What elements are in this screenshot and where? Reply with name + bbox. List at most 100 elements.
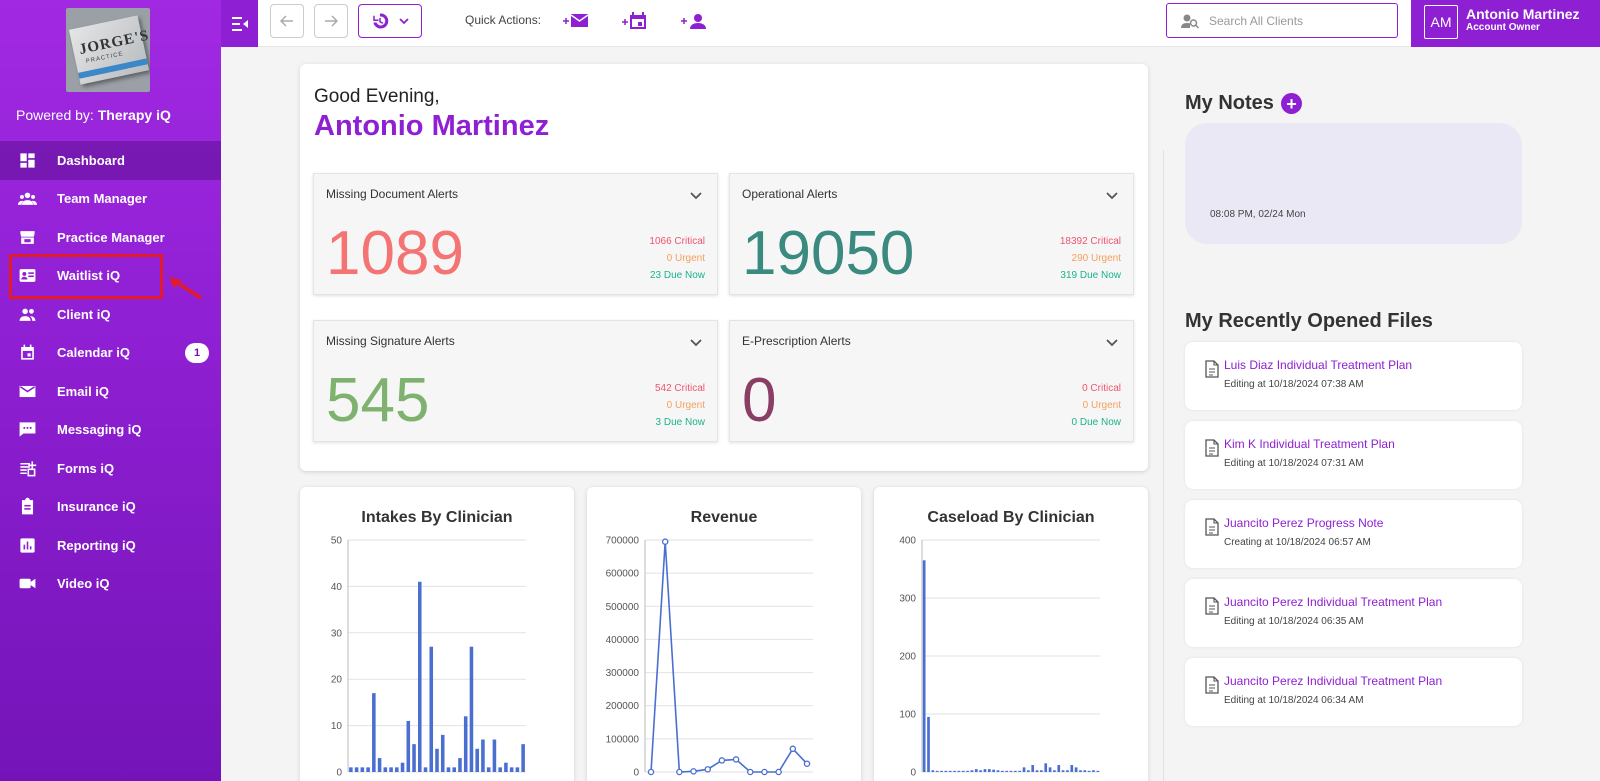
client-search[interactable]: Search All Clients	[1166, 3, 1398, 38]
bar	[953, 770, 956, 772]
user-menu[interactable]: AM Antonio Martinez Account Owner	[1411, 0, 1600, 47]
practice-logo[interactable]: JORGE'S PRACTICE	[66, 8, 150, 92]
bar	[1048, 767, 1052, 772]
add-note-button[interactable]: +	[1281, 93, 1302, 114]
bar	[979, 770, 982, 772]
bar	[944, 770, 948, 772]
sidebar-item-dashboard[interactable]: Dashboard	[0, 141, 221, 180]
forward-button[interactable]	[314, 4, 348, 38]
file-name-link[interactable]: Juancito Perez Individual Treatment Plan	[1224, 595, 1443, 609]
data-point	[761, 768, 768, 776]
back-button[interactable]	[270, 4, 304, 38]
y-tick-label: 50	[331, 536, 343, 547]
y-tick-label: 0	[336, 768, 342, 779]
sidebar-item-reporting[interactable]: Reporting iQ	[0, 526, 221, 565]
recent-file-item[interactable]: Luis Diaz Individual Treatment Plan Edit…	[1185, 342, 1522, 410]
sidebar-item-waitlist[interactable]: Waitlist iQ	[0, 257, 221, 296]
sidebar-item-label: Dashboard	[57, 152, 125, 168]
quick-action-client-button[interactable]	[681, 10, 707, 32]
file-name-link[interactable]: Luis Diaz Individual Treatment Plan	[1224, 358, 1413, 372]
y-tick-label: 300000	[606, 668, 640, 679]
bar	[463, 716, 468, 772]
sidebar-item-email[interactable]: Email iQ	[0, 372, 221, 411]
store-icon	[17, 227, 37, 247]
recent-file-item[interactable]: Juancito Perez Progress Note Creating at…	[1185, 500, 1522, 568]
chevron-down-icon[interactable]	[1105, 335, 1119, 349]
chevron-down-icon[interactable]	[1105, 188, 1119, 202]
quick-action-appointment-button[interactable]	[622, 10, 648, 32]
bar	[987, 769, 991, 772]
bar	[440, 734, 445, 772]
y-tick-label: 500000	[606, 602, 640, 613]
alert-urgent: 0 Urgent	[1082, 400, 1121, 411]
search-input[interactable]: Search All Clients	[1209, 13, 1304, 28]
add-appointment-icon	[622, 12, 646, 29]
sidebar-item-messaging[interactable]: Messaging iQ	[0, 411, 221, 450]
file-name-link[interactable]: Kim K Individual Treatment Plan	[1224, 437, 1395, 451]
bar	[349, 767, 353, 772]
messaging-icon	[17, 420, 37, 440]
sidebar-item-label: Insurance iQ	[57, 499, 136, 515]
file-status: Editing at 10/18/2024 07:31 AM	[1224, 458, 1364, 469]
alert-card-e-prescription[interactable]: E-Prescription Alerts 0 0 Critical 0 Urg…	[729, 320, 1134, 442]
bar	[1057, 765, 1061, 772]
document-icon	[1205, 360, 1219, 378]
chart-card-intakes: Intakes By Clinician 0 10 20 30 40 50	[300, 487, 574, 781]
sidebar-item-calendar[interactable]: Calendar iQ 1	[0, 334, 221, 373]
powered-prefix: Powered by:	[16, 107, 94, 123]
bar	[1013, 770, 1017, 772]
menu-collapse-button[interactable]	[221, 0, 258, 47]
alert-card-operational[interactable]: Operational Alerts 19050 18392 Critical …	[729, 173, 1134, 295]
alert-due-now: 0 Due Now	[1071, 417, 1121, 428]
sidebar: JORGE'S PRACTICE Powered by: Therapy iQ …	[0, 0, 221, 781]
sidebar-item-forms[interactable]: Forms iQ	[0, 449, 221, 488]
file-status: Editing at 10/18/2024 07:38 AM	[1224, 379, 1364, 390]
bar	[372, 693, 376, 772]
menu-collapse-icon	[231, 16, 248, 31]
chevron-down-icon[interactable]	[689, 335, 703, 349]
recent-file-item[interactable]: Juancito Perez Individual Treatment Plan…	[1185, 658, 1522, 726]
bar	[1040, 770, 1043, 772]
history-dropdown[interactable]	[358, 4, 422, 38]
bar	[366, 767, 370, 772]
sidebar-item-practice-manager[interactable]: Practice Manager	[0, 218, 221, 257]
bar	[1092, 770, 1095, 772]
bar	[486, 767, 491, 772]
sidebar-item-insurance[interactable]: Insurance iQ	[0, 488, 221, 527]
y-tick-label: 300	[899, 594, 916, 605]
notes-title: My Notes	[1185, 92, 1274, 114]
file-name-link[interactable]: Juancito Perez Individual Treatment Plan	[1224, 674, 1443, 688]
sidebar-item-label: Reporting iQ	[57, 537, 136, 553]
alert-due-now: 319 Due Now	[1060, 270, 1121, 281]
bar	[469, 646, 474, 772]
chevron-down-icon[interactable]	[689, 188, 703, 202]
bar	[406, 720, 411, 772]
alert-card-missing-signatures[interactable]: Missing Signature Alerts 545 542 Critica…	[313, 320, 718, 442]
alert-card-missing-documents[interactable]: Missing Document Alerts 1089 1066 Critic…	[313, 173, 718, 295]
note-card[interactable]: 08:08 PM, 02/24 Mon	[1185, 123, 1522, 244]
add-client-icon	[681, 14, 706, 29]
y-tick-label: 400000	[606, 635, 640, 646]
bar	[992, 769, 995, 772]
bar	[1009, 770, 1013, 772]
chart-title: Caseload By Clinician	[927, 509, 1095, 526]
bar	[974, 769, 978, 772]
bar	[1083, 770, 1087, 772]
sidebar-item-client[interactable]: Client iQ	[0, 295, 221, 334]
bar	[1079, 770, 1082, 772]
recent-file-item[interactable]: Kim K Individual Treatment Plan Editing …	[1185, 421, 1522, 489]
recent-file-item[interactable]: Juancito Perez Individual Treatment Plan…	[1185, 579, 1522, 647]
file-status: Creating at 10/18/2024 06:57 AM	[1224, 537, 1371, 548]
calendar-badge: 1	[185, 342, 209, 363]
bar	[935, 770, 939, 772]
quick-action-email-button[interactable]	[563, 10, 589, 32]
greeting-name: Antonio Martinez	[314, 110, 550, 142]
file-name-link[interactable]: Juancito Perez Progress Note	[1224, 516, 1384, 530]
sidebar-item-video[interactable]: Video iQ	[0, 565, 221, 604]
sidebar-item-team-manager[interactable]: Team Manager	[0, 180, 221, 219]
sidebar-item-label: Team Manager	[57, 191, 148, 207]
bar	[515, 767, 520, 772]
bar	[927, 716, 930, 772]
y-tick-label: 0	[633, 768, 639, 779]
bar	[509, 767, 514, 772]
